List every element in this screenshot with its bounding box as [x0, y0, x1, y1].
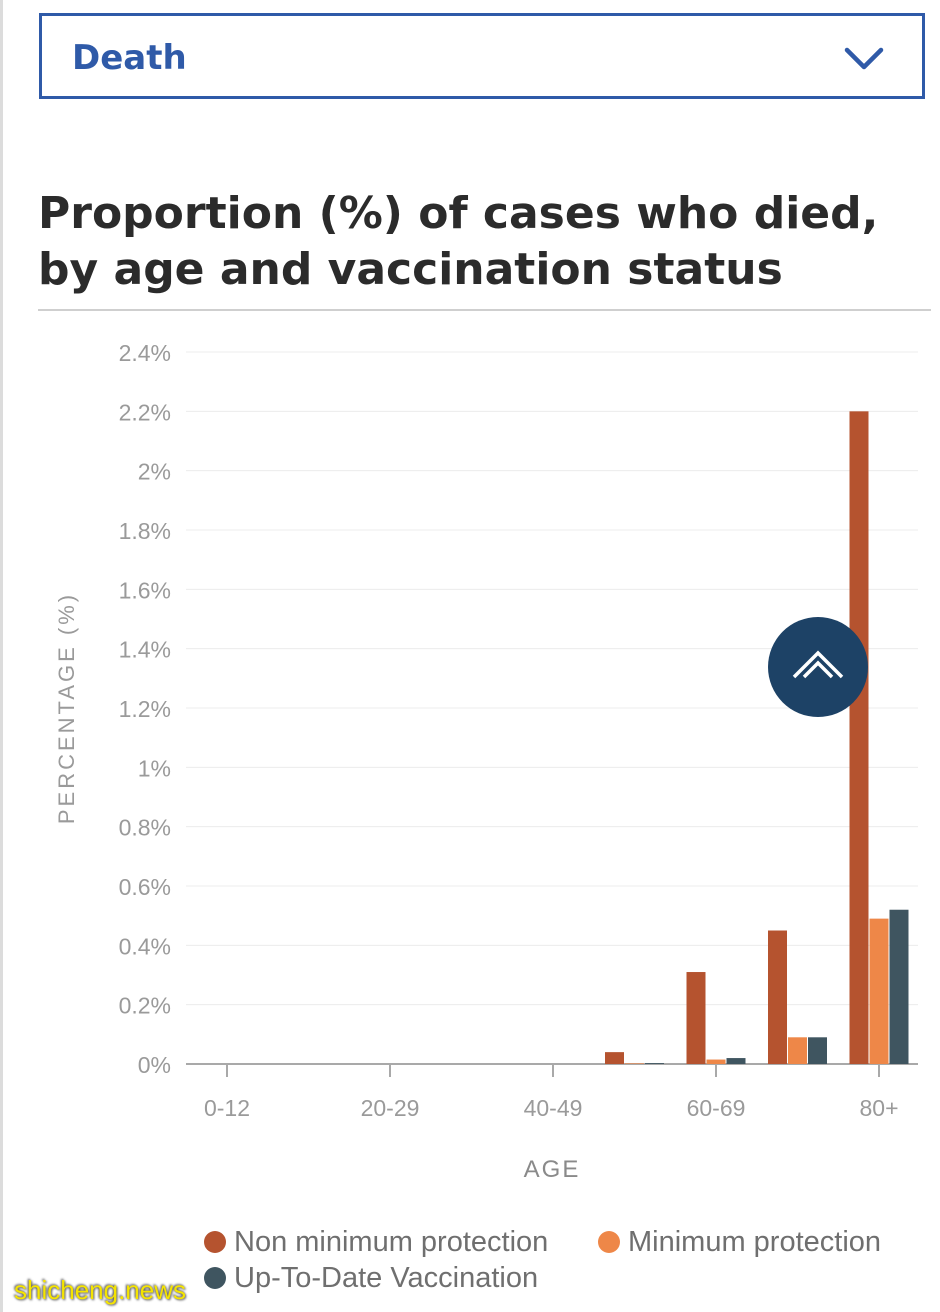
watermark-text: shicheng.news [14, 1275, 186, 1305]
y-tick-label: 1.8% [119, 518, 171, 544]
x-tick-label: 0-12 [204, 1095, 250, 1121]
bar [849, 411, 869, 1064]
metric-dropdown[interactable]: Death [39, 13, 925, 99]
x-tick-label: 80+ [859, 1095, 898, 1121]
bar [869, 918, 889, 1064]
y-tick-label: 1.4% [119, 637, 171, 663]
legend-label: Non minimum protection [234, 1226, 549, 1258]
x-axis-title: AGE [524, 1156, 581, 1183]
y-tick-label: 1.6% [119, 577, 171, 603]
y-tick-label: 0.6% [119, 874, 171, 900]
bar [788, 1037, 807, 1064]
dropdown-selected-value: Death [72, 38, 187, 78]
chevron-down-icon [844, 47, 884, 70]
y-tick-label: 0.4% [119, 933, 171, 959]
bar-chart: 0% 0.2% 0.4% 0.6% 0.8% 1% 1.2% 1.4% 1.6% 1.8% 2% 2.… [54, 340, 918, 1183]
legend-item: Minimum protection [598, 1226, 881, 1259]
y-tick-label: 0% [138, 1052, 171, 1078]
y-tick-label: 1.2% [119, 696, 171, 722]
legend-label: Minimum protection [628, 1226, 882, 1258]
y-tick-label: 0.2% [119, 993, 171, 1019]
legend-label: Up-To-Date Vaccination [234, 1262, 539, 1294]
bar [768, 930, 787, 1064]
x-tick-label: 20-29 [361, 1095, 420, 1121]
page-left-edge [0, 0, 3, 1312]
legend-item: Up-To-Date Vaccination [204, 1262, 538, 1295]
bar [706, 1059, 726, 1064]
bar [889, 909, 909, 1064]
chevron-up-icon [792, 650, 844, 679]
chart-title: Proportion (%) of cases who died, by age… [38, 188, 879, 295]
legend-item: Non minimum protection [204, 1226, 548, 1259]
bar [645, 1063, 664, 1064]
legend-swatch [204, 1231, 226, 1253]
x-tick-label: 40-49 [524, 1095, 583, 1121]
bar [625, 1063, 644, 1064]
y-tick-label: 2% [138, 459, 171, 485]
bar [726, 1058, 746, 1064]
legend-swatch [598, 1231, 620, 1253]
bar [808, 1037, 827, 1064]
title-divider [38, 309, 931, 311]
y-tick-label: 2.4% [119, 340, 171, 366]
scroll-to-top-button[interactable] [768, 617, 868, 717]
y-tick-label: 2.2% [119, 399, 171, 425]
bar [605, 1052, 624, 1064]
x-tick-label: 60-69 [687, 1095, 746, 1121]
y-tick-label: 0.8% [119, 815, 171, 841]
y-tick-label: 1% [138, 755, 171, 781]
bar [686, 972, 706, 1064]
y-axis-title: PERCENTAGE (%) [54, 592, 79, 824]
legend-swatch [204, 1267, 226, 1289]
